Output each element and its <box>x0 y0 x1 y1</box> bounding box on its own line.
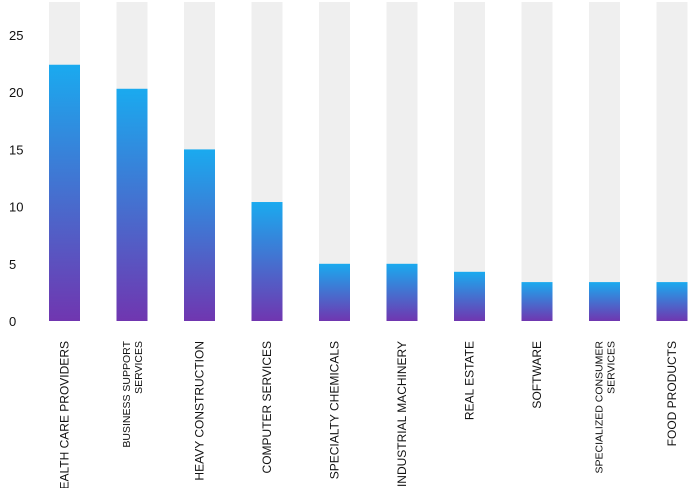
bar <box>251 202 283 321</box>
category-label-line: REAL ESTATE <box>463 341 477 420</box>
bar-track <box>589 2 620 321</box>
bar-track <box>521 2 553 321</box>
category-label-line: INDUSTRIAL MACHINERY <box>395 341 409 487</box>
bar-track <box>656 2 688 321</box>
category-label-line: SPECIALTY CHEMICALS <box>328 341 342 479</box>
bar <box>116 88 148 321</box>
svg-text:HEAVY CONSTRUCTION: HEAVY CONSTRUCTION <box>193 341 207 481</box>
category-label-line: HEALTH CARE PROVIDERS <box>58 341 72 488</box>
svg-text:REAL ESTATE: REAL ESTATE <box>463 341 477 420</box>
bar <box>184 149 215 321</box>
category-label-line: FOOD PRODUCTS <box>665 341 679 446</box>
svg-text:FOOD PRODUCTS: FOOD PRODUCTS <box>665 341 679 446</box>
category-label-line: HEAVY CONSTRUCTION <box>193 341 207 481</box>
category-label-line: SERVICES <box>606 341 618 394</box>
svg-text:INDUSTRIAL MACHINERY: INDUSTRIAL MACHINERY <box>395 341 409 487</box>
bar <box>454 271 485 321</box>
category-label: SOFTWARE <box>530 341 544 409</box>
y-tick-label: 5 <box>9 257 16 272</box>
svg-text:SPECIALTY CHEMICALS: SPECIALTY CHEMICALS <box>328 341 342 479</box>
y-tick-label: 25 <box>9 28 23 43</box>
category-label-line: BUSINESS SUPPORT <box>121 340 133 447</box>
bar <box>521 282 553 321</box>
category-label: HEALTH CARE PROVIDERS <box>58 341 72 488</box>
svg-text:SPECIALIZED CONSUMERSERVICES: SPECIALIZED CONSUMERSERVICES <box>594 341 618 474</box>
bar-track <box>454 2 485 321</box>
category-label: HEAVY CONSTRUCTION <box>193 341 207 481</box>
bars <box>49 64 688 321</box>
x-axis: HEALTH CARE PROVIDERS BUSINESS SUPPORTSER… <box>58 340 680 488</box>
category-label: SPECIALTY CHEMICALS <box>328 341 342 479</box>
category-label-line: SPECIALIZED CONSUMER <box>594 341 606 474</box>
y-tick-label: 15 <box>9 142 23 157</box>
bar <box>386 263 418 321</box>
y-tick-label: 0 <box>9 314 16 329</box>
svg-text:HEALTH CARE PROVIDERS: HEALTH CARE PROVIDERS <box>58 341 72 488</box>
y-tick-label: 20 <box>9 85 23 100</box>
category-label: FOOD PRODUCTS <box>665 341 679 446</box>
bar <box>656 282 688 321</box>
svg-text:COMPUTER SERVICES: COMPUTER SERVICES <box>260 341 274 473</box>
category-label: BUSINESS SUPPORTSERVICES <box>121 340 145 447</box>
category-label-line: COMPUTER SERVICES <box>260 341 274 473</box>
category-label: INDUSTRIAL MACHINERY <box>395 341 409 487</box>
svg-text:BUSINESS SUPPORTSERVICES: BUSINESS SUPPORTSERVICES <box>121 340 145 447</box>
y-tick-label: 10 <box>9 200 23 215</box>
bar <box>49 64 80 321</box>
category-label: COMPUTER SERVICES <box>260 341 274 473</box>
category-label-line: SERVICES <box>133 341 145 394</box>
category-label: REAL ESTATE <box>463 341 477 420</box>
y-axis: 0 5 10 15 20 25 <box>9 28 23 329</box>
svg-text:SOFTWARE: SOFTWARE <box>530 341 544 409</box>
category-label-line: SOFTWARE <box>530 341 544 409</box>
category-label: SPECIALIZED CONSUMERSERVICES <box>594 341 618 474</box>
bar <box>319 263 350 321</box>
bar <box>589 282 620 321</box>
